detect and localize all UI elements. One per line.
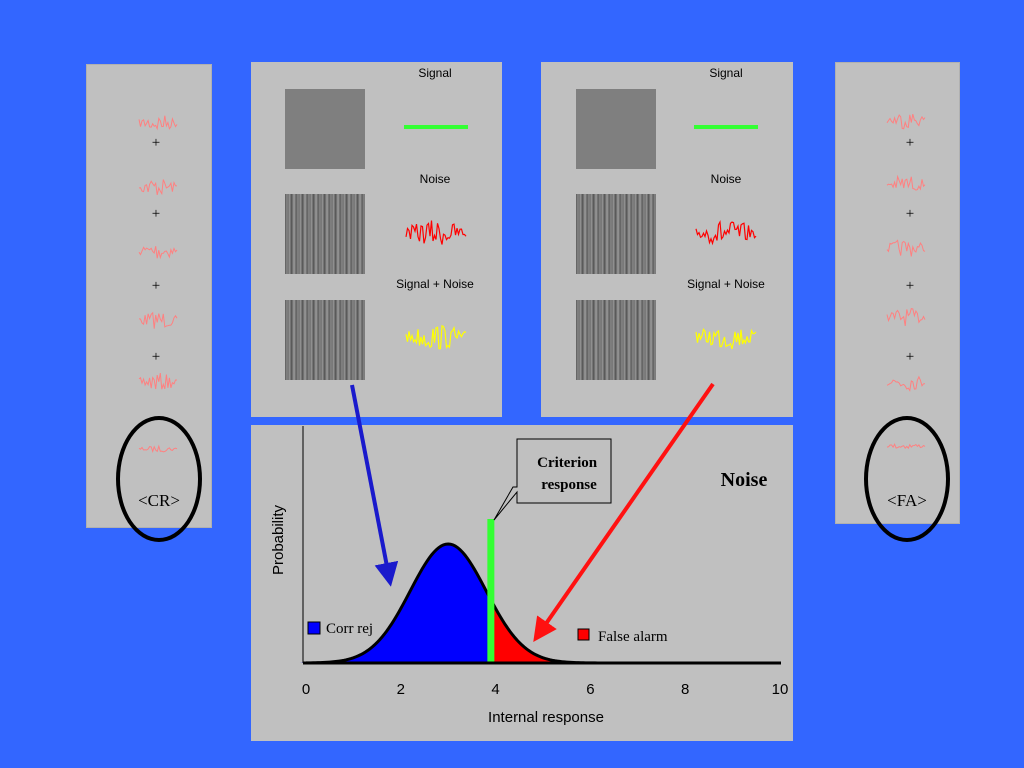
false-alarm-area [490,599,600,663]
plus-sign: + [151,206,161,222]
x-tick-label: 4 [491,681,499,698]
signal-image [576,89,656,169]
correct-rejection-label: <CR> [138,491,180,510]
signal-line [694,125,758,129]
signal-noise-image [285,300,365,380]
criterion-callout-box [493,438,612,521]
x-tick-labels: 0 2 4 6 8 10 [302,681,789,698]
noise-trace [138,115,178,131]
noise-trace [138,246,178,260]
x-tick-label: 0 [302,681,310,698]
noise-label: Noise [419,172,451,186]
noise-trace [138,444,178,453]
criterion-callout-text: Criterion response [537,455,601,493]
noise-label: Noise [710,172,742,186]
legend-swatch-false-alarm [577,628,590,641]
blue-arrow [350,384,399,587]
signal-noise-label: Signal + Noise [396,277,474,291]
noise-image [285,194,365,274]
criterion-line [487,519,495,663]
noise-trace [138,179,178,196]
plus-sign: + [151,349,161,365]
plus-sign: + [905,206,915,222]
noise-trace [695,219,757,246]
signal-noise-image [576,300,656,380]
legend-swatch-corr-rej [307,621,321,635]
signal-noise-trace [695,328,757,350]
red-arrow [533,382,715,642]
noise-trace [886,308,926,326]
noise-image [576,194,656,274]
chart-plot-area [296,519,780,665]
noise-trace [138,373,177,390]
noise-trace [405,220,467,245]
false-alarm-label: <FA> [887,491,927,510]
noise-trace [886,375,926,392]
false-alarm-ellipse [864,416,950,542]
x-tick-label: 8 [681,681,689,698]
legend-label-false-alarm: False alarm [598,629,668,645]
x-axis-label: Internal response [488,709,604,726]
plus-sign: + [151,278,161,294]
noise-trace [886,442,926,450]
correct-rejection-ellipse [116,416,202,542]
plus-sign: + [905,278,915,294]
plus-sign: + [905,349,915,365]
y-axis-label: Probability [270,504,287,575]
noise-trace [886,174,926,191]
chart-title: Noise [721,469,768,491]
correct-rejection-area [296,544,491,663]
signal-line [404,125,468,129]
signal-label: Signal [418,66,452,80]
x-tick-label: 6 [586,681,594,698]
plus-sign: + [905,135,915,151]
noise-traces [138,113,926,453]
noise-trace [886,239,926,257]
signal-noise-trace [405,324,467,350]
signal-image [285,89,365,169]
signal-label: Signal [709,66,743,80]
x-tick-label: 2 [397,681,405,698]
noise-trace [138,311,178,329]
signal-noise-label: Signal + Noise [687,277,765,291]
legend-label-corr-rej: Corr rej [326,621,373,637]
plus-sign: + [151,135,161,151]
x-tick-label: 10 [772,681,789,698]
noise-trace [886,113,926,130]
